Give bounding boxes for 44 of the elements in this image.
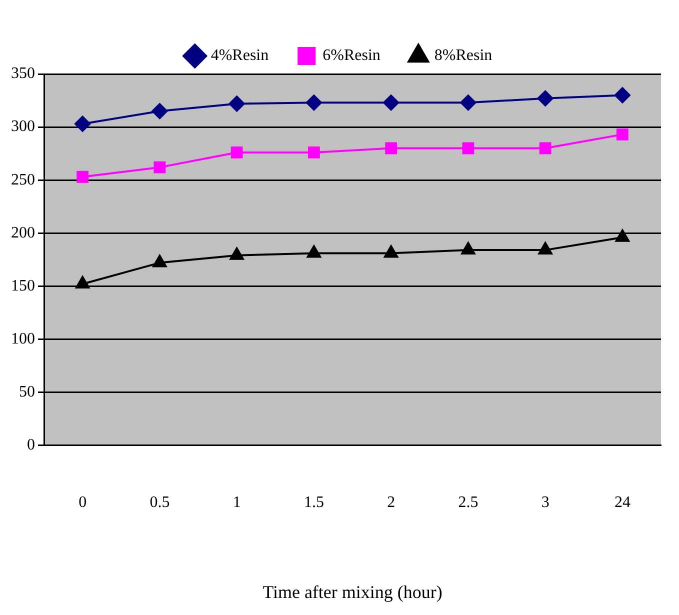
y-tick-label: 350 bbox=[11, 65, 35, 82]
y-tick-label: 300 bbox=[11, 118, 35, 136]
point bbox=[616, 128, 628, 140]
y-tick-label: 150 bbox=[11, 277, 35, 294]
legend-label: 4%Resin bbox=[210, 47, 269, 64]
y-tick-label: 200 bbox=[11, 224, 35, 242]
point bbox=[539, 142, 552, 154]
legend-label: 6%Resin bbox=[322, 47, 380, 64]
point bbox=[615, 229, 630, 242]
legend-label: 8%Resin bbox=[434, 47, 492, 64]
point bbox=[230, 146, 243, 158]
point bbox=[306, 245, 321, 258]
y-tick-label: 100 bbox=[11, 330, 35, 348]
x-tick-label: 0.5 bbox=[150, 494, 170, 512]
point bbox=[152, 254, 167, 268]
point bbox=[614, 87, 630, 104]
y-tick-label: 0 bbox=[27, 436, 35, 454]
point bbox=[308, 146, 320, 158]
point bbox=[230, 247, 244, 260]
point bbox=[538, 242, 552, 255]
point bbox=[462, 142, 474, 154]
point bbox=[383, 94, 400, 111]
point bbox=[306, 94, 322, 111]
point bbox=[228, 96, 245, 112]
point bbox=[74, 116, 91, 132]
x-tick-label: 0 bbox=[78, 494, 87, 512]
point bbox=[385, 142, 398, 154]
point bbox=[461, 242, 476, 255]
x-tick-label: 1 bbox=[232, 494, 241, 512]
x-tick-label: 24 bbox=[614, 494, 630, 512]
x-tick-label: 3 bbox=[541, 494, 550, 512]
point bbox=[384, 245, 398, 258]
x-tick-label: 2.5 bbox=[458, 494, 478, 512]
y-tick-label: 50 bbox=[19, 383, 35, 400]
point bbox=[537, 90, 554, 106]
point bbox=[154, 161, 166, 174]
y-tick-label: 250 bbox=[11, 171, 35, 188]
x-tick-label: 1.5 bbox=[304, 494, 324, 512]
point bbox=[76, 276, 90, 288]
point bbox=[460, 94, 476, 111]
x-axis-title: Time after mixing (hour) bbox=[262, 582, 442, 602]
point bbox=[76, 170, 89, 183]
x-tick-label: 2 bbox=[387, 494, 396, 512]
point bbox=[152, 103, 168, 120]
